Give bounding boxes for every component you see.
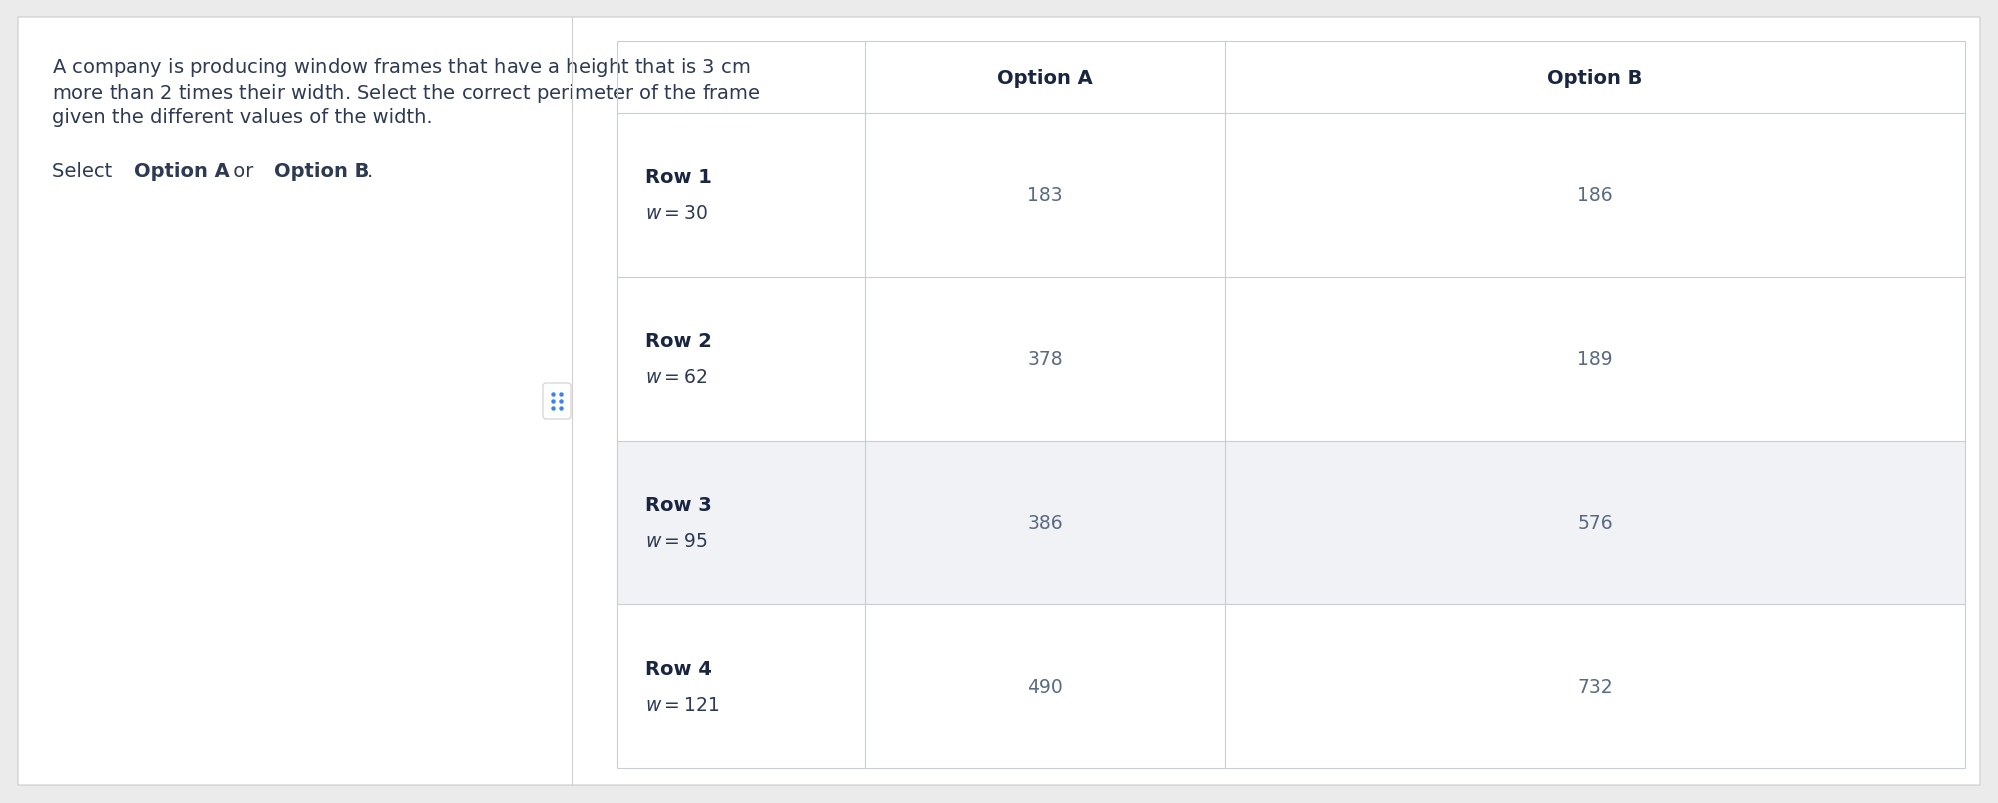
Text: 186: 186 xyxy=(1576,186,1612,205)
Text: Row 1: Row 1 xyxy=(645,168,711,187)
Bar xyxy=(617,605,1964,768)
Text: 378: 378 xyxy=(1027,349,1063,369)
FancyBboxPatch shape xyxy=(18,18,1980,785)
Text: A company is producing window frames that have a height that is $3$ cm: A company is producing window frames tha… xyxy=(52,56,751,79)
Text: Row 3: Row 3 xyxy=(645,495,711,514)
Text: Option B: Option B xyxy=(1546,68,1642,88)
Text: 576: 576 xyxy=(1576,513,1612,532)
Text: or: or xyxy=(228,161,260,181)
Text: $w = 62$: $w = 62$ xyxy=(645,368,707,386)
Text: 490: 490 xyxy=(1027,677,1063,695)
Text: Option A: Option A xyxy=(134,161,230,181)
Text: Select: Select xyxy=(52,161,118,181)
Text: given the different values of the width.: given the different values of the width. xyxy=(52,108,434,127)
Bar xyxy=(617,42,1964,768)
Text: 732: 732 xyxy=(1576,677,1612,695)
Bar xyxy=(617,42,1964,768)
FancyBboxPatch shape xyxy=(543,384,571,419)
Text: .: . xyxy=(368,161,374,181)
Text: Option B: Option B xyxy=(274,161,370,181)
Text: 386: 386 xyxy=(1027,513,1063,532)
Text: 183: 183 xyxy=(1027,186,1063,205)
Text: $w = 30$: $w = 30$ xyxy=(645,204,707,223)
Text: more than $2$ times their width. Select the correct perimeter of the frame: more than $2$ times their width. Select … xyxy=(52,82,761,105)
Text: $w = 95$: $w = 95$ xyxy=(645,532,707,550)
Text: Option A: Option A xyxy=(997,68,1093,88)
Text: 189: 189 xyxy=(1576,349,1612,369)
Bar xyxy=(617,441,1964,605)
Bar xyxy=(617,42,1964,114)
Text: $w = 121$: $w = 121$ xyxy=(645,695,719,714)
Bar xyxy=(617,277,1964,441)
Text: Row 4: Row 4 xyxy=(645,658,711,678)
Bar xyxy=(617,114,1964,277)
Text: Row 2: Row 2 xyxy=(645,332,711,351)
